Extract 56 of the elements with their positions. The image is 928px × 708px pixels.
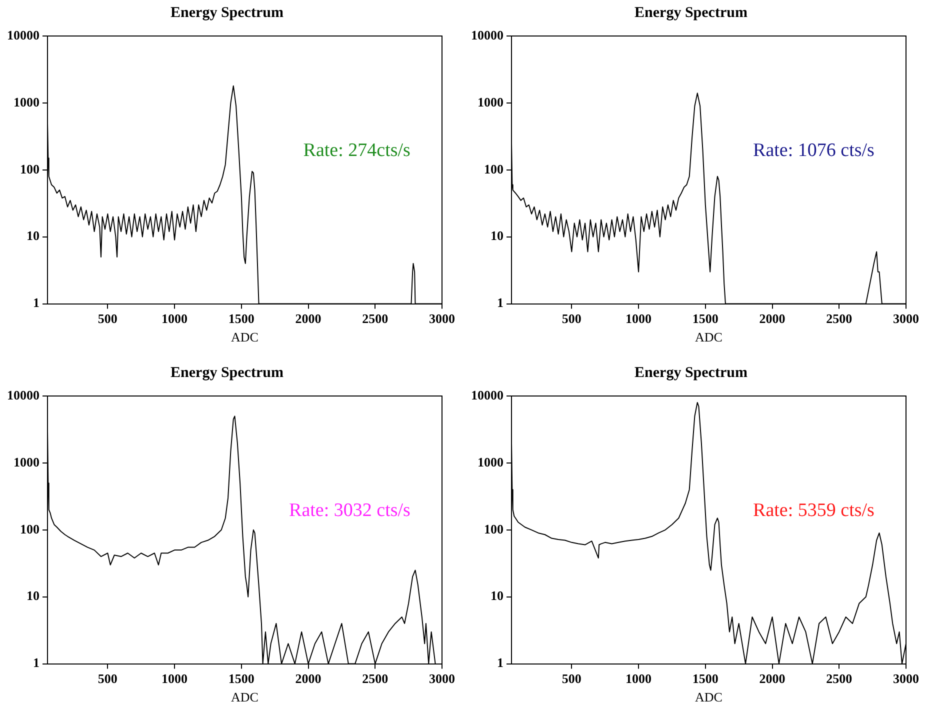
- y-tick-label: 1: [497, 655, 504, 670]
- y-tick-label: 1000: [14, 454, 40, 470]
- x-axis-title: ADC: [231, 330, 258, 345]
- y-tick-label: 1: [33, 655, 40, 670]
- y-tick-label: 100: [20, 521, 40, 536]
- annotation: Rate: 3032 cts/s: [289, 500, 410, 522]
- y-tick-label: 1: [33, 295, 40, 310]
- x-tick-label: 1500: [228, 670, 254, 686]
- chart-title: Energy Spectrum: [634, 364, 748, 381]
- y-tick-label: 1000: [478, 454, 504, 470]
- x-tick-label: 3000: [893, 310, 919, 326]
- x-tick-label: 2000: [295, 310, 322, 326]
- y-tick-label: 10000: [471, 387, 504, 402]
- annotation: Rate: 274cts/s: [303, 140, 410, 162]
- x-tick-label: 2500: [826, 310, 852, 326]
- x-tick-label: 500: [562, 670, 582, 686]
- x-tick-label: 2000: [295, 670, 322, 686]
- y-tick-label: 10: [490, 588, 504, 604]
- annotation: Rate: 1076 cts/s: [753, 140, 874, 162]
- y-tick-label: 10000: [7, 387, 40, 402]
- x-tick-label: 1500: [692, 670, 718, 686]
- x-tick-label: 500: [562, 310, 582, 326]
- chart-title: Energy Spectrum: [634, 4, 748, 21]
- y-tick-label: 100: [484, 521, 504, 536]
- x-tick-label: 2500: [362, 670, 388, 686]
- x-tick-label: 3000: [429, 670, 455, 686]
- y-tick-label: 1000: [14, 94, 40, 110]
- chart-title: Energy Spectrum: [170, 364, 284, 381]
- x-tick-label: 1500: [228, 310, 254, 326]
- x-tick-label: 1500: [692, 310, 718, 326]
- y-tick-label: 10: [26, 228, 40, 244]
- annotation: Rate: 5359 cts/s: [753, 500, 874, 522]
- x-tick-label: 2000: [759, 670, 786, 686]
- x-axis-title: ADC: [695, 690, 722, 705]
- y-tick-label: 1: [497, 295, 504, 310]
- y-tick-label: 100: [20, 161, 40, 176]
- y-tick-label: 10000: [471, 27, 504, 42]
- y-tick-label: 1000: [478, 94, 504, 110]
- x-tick-label: 2000: [759, 310, 786, 326]
- x-tick-label: 2500: [362, 310, 388, 326]
- y-tick-label: 10: [26, 588, 40, 604]
- x-tick-label: 3000: [429, 310, 455, 326]
- x-tick-label: 1000: [626, 310, 652, 326]
- x-tick-label: 500: [98, 670, 118, 686]
- chart-title: Energy Spectrum: [170, 4, 284, 21]
- y-tick-label: 10: [490, 228, 504, 244]
- x-tick-label: 2500: [826, 670, 852, 686]
- x-tick-label: 1000: [162, 670, 188, 686]
- x-axis-title: ADC: [695, 330, 722, 345]
- x-tick-label: 500: [98, 310, 118, 326]
- y-tick-label: 100: [484, 161, 504, 176]
- x-tick-label: 1000: [162, 310, 188, 326]
- x-axis-title: ADC: [231, 690, 258, 705]
- x-tick-label: 3000: [893, 670, 919, 686]
- x-tick-label: 1000: [626, 670, 652, 686]
- y-tick-label: 10000: [7, 27, 40, 42]
